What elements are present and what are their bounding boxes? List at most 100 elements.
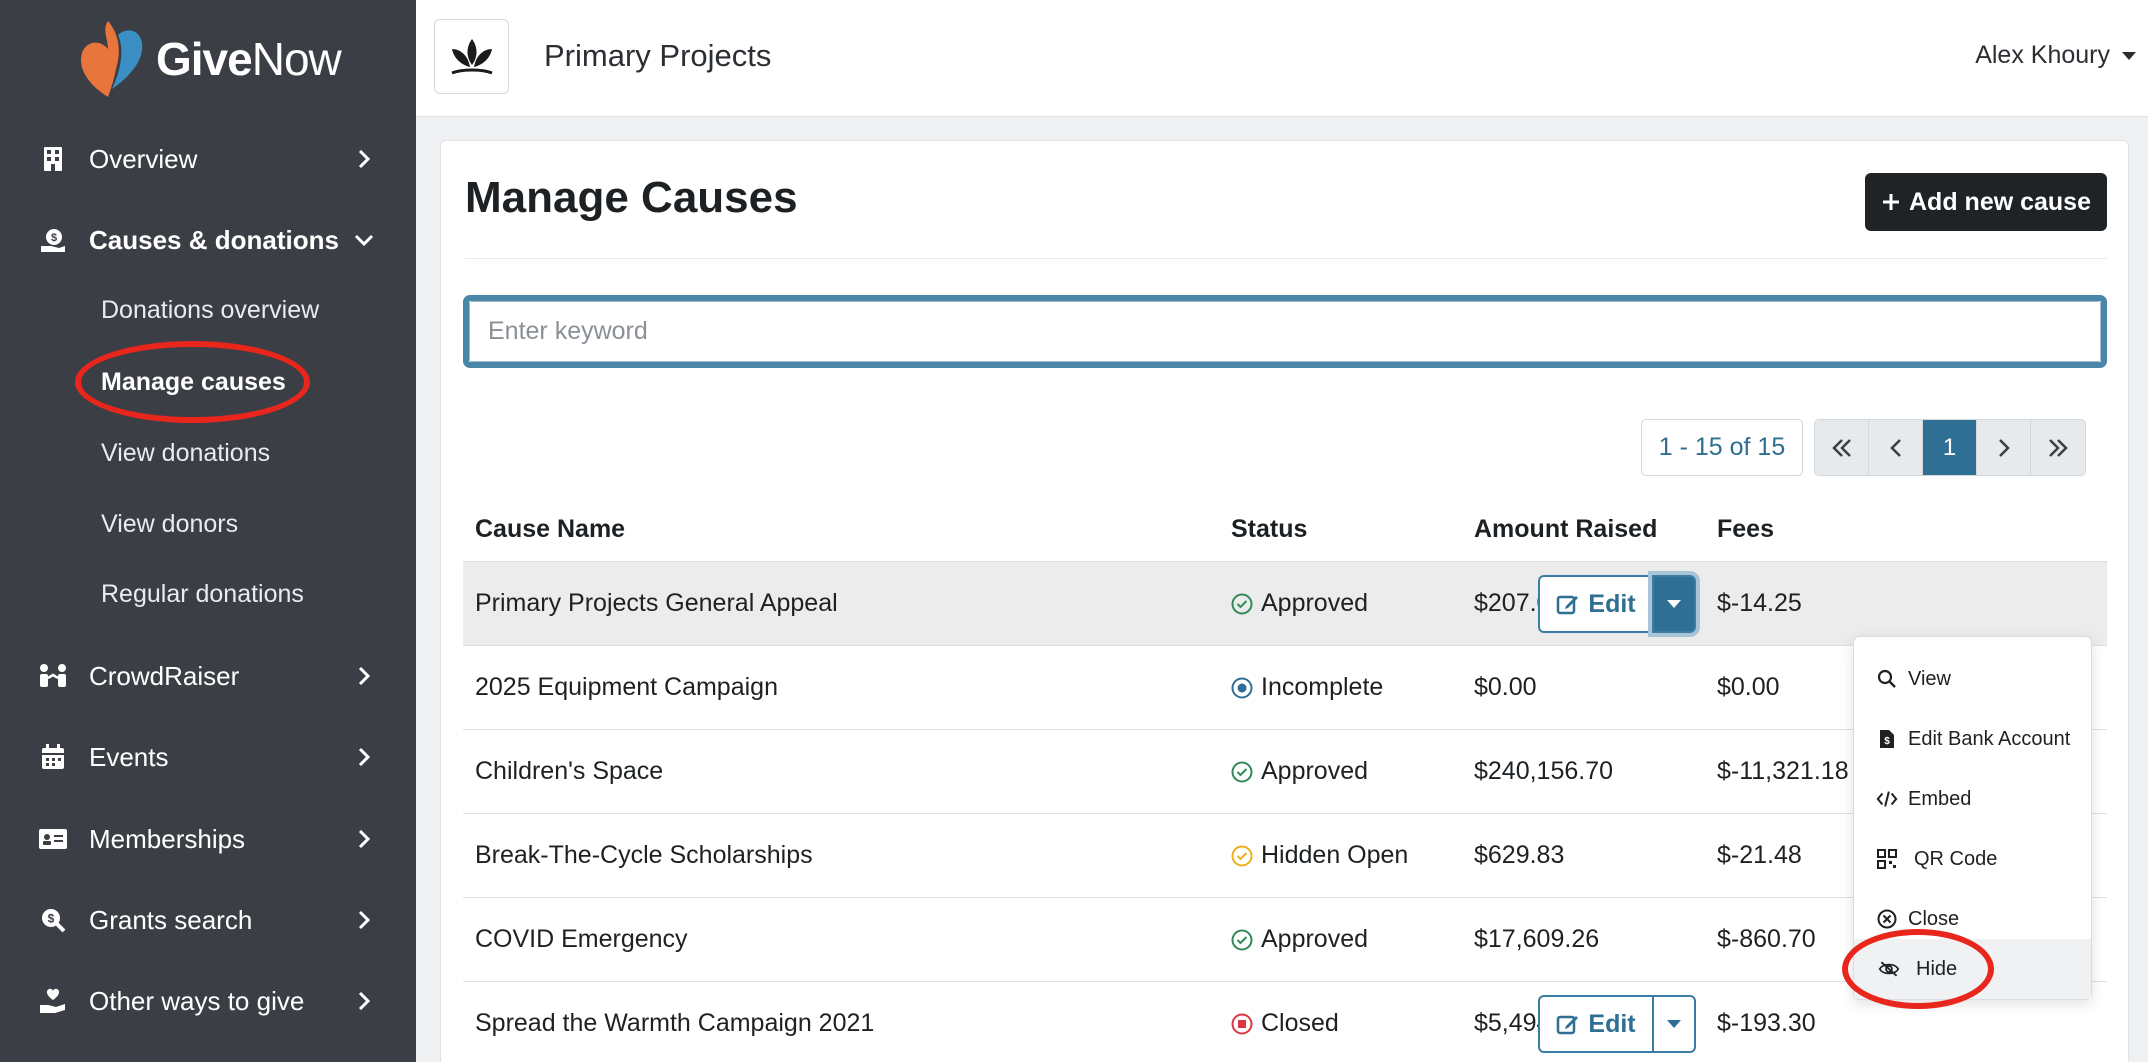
results-range: 1 - 15 of 15 — [1641, 419, 1803, 476]
column-header-status[interactable]: Status — [1231, 515, 1308, 543]
svg-text:$: $ — [51, 232, 57, 244]
edit-button[interactable]: Edit — [1538, 995, 1652, 1053]
page-next-button[interactable] — [1977, 420, 2031, 475]
page-title: Manage Causes — [465, 173, 798, 222]
dropdown-item-label: QR Code — [1914, 847, 1998, 870]
org-logo[interactable] — [434, 19, 509, 94]
id-card-icon — [38, 824, 68, 854]
status-label: Incomplete — [1261, 673, 1384, 701]
table-row[interactable]: 2025 Equipment Campaign Incomplete $0.00… — [463, 645, 2107, 729]
column-header-cause-name[interactable]: Cause Name — [475, 515, 626, 543]
nav-item-crowdraiser[interactable]: CrowdRaiser — [0, 646, 416, 706]
amount-raised: $629.83 — [1474, 841, 1565, 869]
nav-item-grants-search[interactable]: $ Grants search — [0, 890, 416, 950]
subnav-view-donations[interactable]: View donations — [101, 439, 271, 467]
fees: $-14.25 — [1717, 589, 1802, 617]
dropdown-item-edit-bank-account[interactable]: $ Edit Bank Account — [1854, 709, 2091, 769]
subnav-view-donors[interactable]: View donors — [101, 510, 239, 538]
check-circle-icon — [1231, 929, 1253, 950]
nav-label: Memberships — [89, 823, 246, 854]
chevron-right-icon — [358, 149, 371, 169]
file-dollar-icon: $ — [1876, 728, 1898, 750]
search-input[interactable] — [469, 301, 2101, 362]
user-menu[interactable]: Alex Khoury — [1975, 41, 2136, 70]
page-first-button[interactable] — [1815, 420, 1869, 475]
nav-label: Events — [89, 741, 169, 772]
edit-dropdown-menu: View $ Edit Bank Account Embed QR Code C… — [1853, 636, 2092, 1000]
dot-circle-icon — [1231, 677, 1253, 698]
nav-label: CrowdRaiser — [89, 660, 240, 691]
cause-name[interactable]: Spread the Warmth Campaign 2021 — [475, 1009, 875, 1037]
dropdown-item-close[interactable]: Close — [1854, 889, 2091, 949]
donation-icon: $ — [38, 225, 68, 255]
chevron-right-icon — [358, 666, 371, 686]
cause-name[interactable]: Break-The-Cycle Scholarships — [475, 841, 813, 869]
edit-dropdown-toggle[interactable] — [1652, 995, 1696, 1053]
status-cell: Hidden Open — [1231, 841, 1408, 870]
heart-logo-icon — [81, 21, 143, 97]
edit-dropdown-toggle[interactable] — [1652, 575, 1696, 633]
subnav-regular-donations[interactable]: Regular donations — [101, 580, 304, 608]
cause-name[interactable]: COVID Emergency — [475, 925, 688, 953]
fees: $-860.70 — [1717, 925, 1816, 953]
fees: $-11,321.18 — [1717, 757, 1849, 785]
nav-item-overview[interactable]: Overview — [0, 129, 416, 189]
chevron-left-icon — [1889, 438, 1901, 457]
hand-heart-icon — [38, 986, 68, 1016]
org-name: Primary Projects — [544, 38, 772, 73]
edit-button[interactable]: Edit — [1538, 575, 1652, 633]
fees: $0.00 — [1717, 673, 1780, 701]
dropdown-item-view[interactable]: View — [1854, 649, 2091, 709]
status-cell: Approved — [1231, 589, 1368, 618]
amount-raised: $240,156.70 — [1474, 757, 1614, 785]
status-cell: Approved — [1231, 757, 1368, 786]
givenow-logo[interactable]: GiveNow — [78, 18, 342, 100]
table-row[interactable]: Primary Projects General Appeal Approved… — [463, 561, 2107, 645]
plus-icon — [1883, 194, 1899, 210]
logo-text-bold: Give — [156, 33, 253, 85]
nav-item-causes-donations[interactable]: $ Causes & donations — [0, 210, 416, 270]
dropdown-item-qr-code[interactable]: QR Code — [1854, 829, 2091, 889]
nav-label: Overview — [89, 143, 198, 174]
nav-label: Other ways to give — [89, 985, 305, 1016]
caret-down-icon — [2122, 51, 2136, 60]
edit-button-group: Edit — [1538, 575, 1696, 633]
cause-name[interactable]: Primary Projects General Appeal — [475, 589, 838, 617]
page-prev-button[interactable] — [1869, 420, 1923, 475]
subnav-manage-causes[interactable]: Manage causes — [101, 368, 286, 396]
status-cell: Closed — [1231, 1009, 1339, 1038]
status-label: Hidden Open — [1261, 841, 1409, 869]
status-label: Closed — [1261, 1009, 1339, 1037]
table-row[interactable]: COVID Emergency Approved $17,609.26 $-86… — [463, 897, 2107, 981]
nav-item-events[interactable]: Events — [0, 727, 416, 787]
fees: $-193.30 — [1717, 1009, 1816, 1037]
stop-circle-icon — [1231, 1013, 1253, 1034]
table-row[interactable]: Spread the Warmth Campaign 2021 Closed $… — [463, 981, 2107, 1062]
chevron-right-icon — [1998, 438, 2010, 457]
nav-item-other-ways-to-give[interactable]: Other ways to give — [0, 971, 416, 1031]
column-header-amount-raised[interactable]: Amount Raised — [1474, 515, 1658, 543]
nav-item-memberships[interactable]: Memberships — [0, 809, 416, 869]
check-circle-icon — [1231, 593, 1253, 614]
table-row[interactable]: Children's Space Approved $240,156.70 $-… — [463, 729, 2107, 813]
chevron-right-icon — [358, 747, 371, 767]
page-last-button[interactable] — [2031, 420, 2085, 475]
add-new-cause-label: Add new cause — [1909, 187, 2091, 216]
chevron-down-icon — [354, 234, 374, 247]
code-icon — [1876, 788, 1898, 810]
top-bar: Primary Projects Alex Khoury — [416, 0, 2148, 117]
eye-slash-icon — [1878, 958, 1900, 980]
edit-icon — [1557, 595, 1579, 615]
search-wrapper — [463, 295, 2107, 368]
column-header-fees[interactable]: Fees — [1717, 515, 1774, 543]
add-new-cause-button[interactable]: Add new cause — [1865, 173, 2107, 231]
fees: $-21.48 — [1717, 841, 1802, 869]
cause-name[interactable]: Children's Space — [475, 757, 664, 785]
cause-name[interactable]: 2025 Equipment Campaign — [475, 673, 778, 701]
page-1-button[interactable]: 1 — [1923, 420, 1977, 475]
sidebar: GiveNow Overview $ Causes & donations Do… — [0, 0, 416, 1062]
table-row[interactable]: Break-The-Cycle Scholarships Hidden Open… — [463, 813, 2107, 897]
dropdown-item-hide[interactable]: Hide — [1854, 939, 2091, 999]
dropdown-item-embed[interactable]: Embed — [1854, 769, 2091, 829]
subnav-donations-overview[interactable]: Donations overview — [101, 296, 320, 324]
